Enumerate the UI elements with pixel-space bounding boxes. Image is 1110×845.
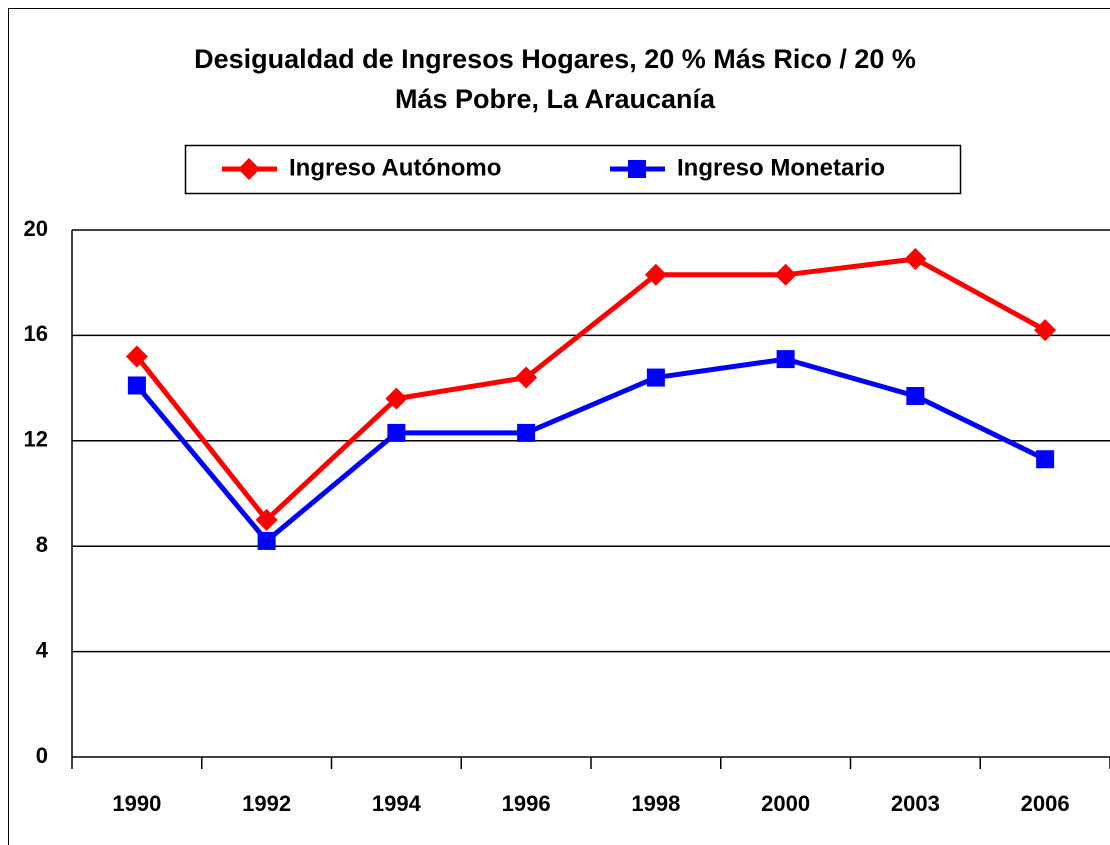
x-tick-label: 1994: [372, 791, 422, 816]
x-tick-label: 1996: [502, 791, 551, 816]
x-tick-label: 1992: [242, 791, 291, 816]
point-marker: [255, 508, 278, 531]
y-tick-label: 0: [36, 743, 48, 768]
point-marker: [1036, 450, 1055, 469]
point-marker: [904, 247, 927, 270]
y-tick-label: 4: [36, 637, 49, 662]
x-tick-label: 2003: [891, 791, 940, 816]
legend-label: Ingreso Monetario: [677, 154, 885, 181]
point-marker: [646, 368, 665, 387]
point-marker: [385, 387, 408, 410]
point-marker: [125, 345, 148, 368]
point-marker: [127, 376, 146, 395]
x-tick-label: 1990: [112, 791, 161, 816]
series-line: [134, 256, 1047, 523]
point-marker: [1034, 319, 1057, 342]
y-tick-label: 8: [36, 532, 48, 557]
legend-box: [184, 144, 962, 195]
y-tick-label: 12: [24, 427, 48, 452]
series-line: [134, 356, 1047, 544]
x-tick-label: 2006: [1021, 791, 1070, 816]
chart-title: Desigualdad de Ingresos Hogares, 20 % Má…: [194, 44, 916, 74]
y-tick-label: 20: [24, 216, 48, 241]
legend-marker: [628, 160, 646, 178]
chart-frame: [8, 8, 1110, 845]
point-marker: [517, 423, 536, 442]
point-marker: [515, 366, 538, 389]
point-marker: [906, 387, 925, 406]
point-marker: [387, 423, 406, 442]
legend-marker: [238, 158, 260, 180]
legend-label: Ingreso Autónomo: [289, 154, 501, 181]
point-marker: [644, 263, 667, 286]
point-marker: [776, 350, 795, 369]
x-tick-label: 1998: [631, 791, 680, 816]
y-tick-label: 16: [24, 321, 48, 346]
point-marker: [774, 263, 797, 286]
x-tick-label: 2000: [761, 791, 810, 816]
point-marker: [257, 531, 276, 550]
chart-title: Más Pobre, La Araucanía: [395, 84, 716, 114]
